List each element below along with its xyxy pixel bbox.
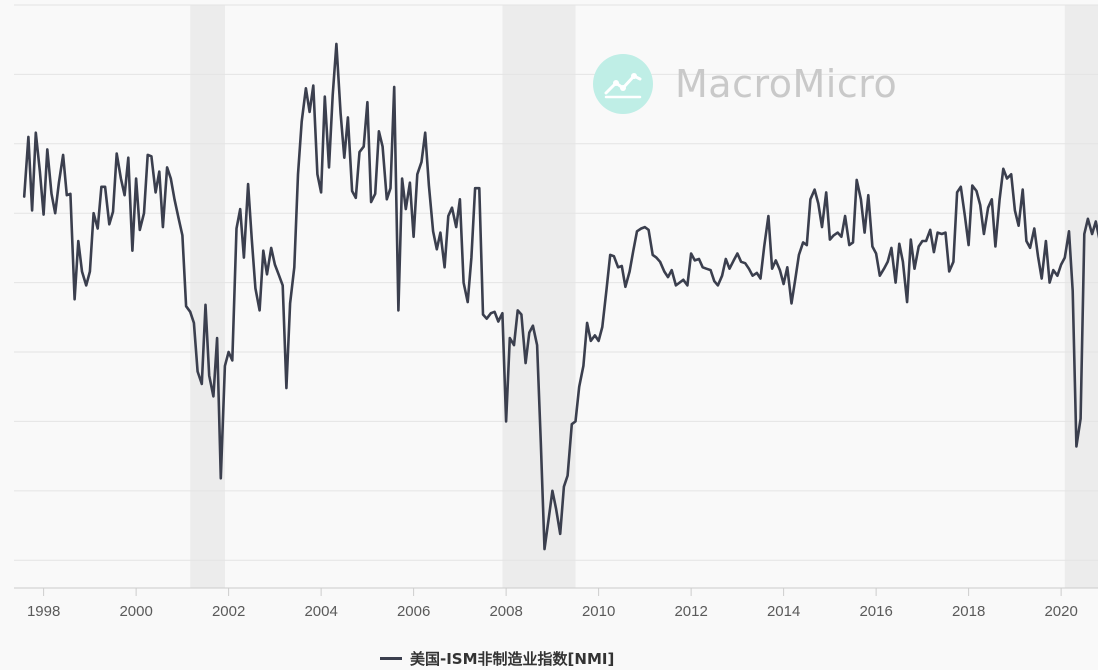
- recession-band: [190, 5, 225, 588]
- x-tick-label: 1998: [27, 603, 60, 620]
- x-tick-label: 2008: [489, 603, 522, 620]
- x-tick-label: 2002: [212, 603, 245, 620]
- x-tick-label: 2014: [767, 603, 800, 620]
- recession-band: [502, 5, 576, 588]
- x-tick-label: 2006: [397, 603, 430, 620]
- macromicro-watermark: MacroMicro: [593, 54, 897, 114]
- recession-band: [1064, 5, 1098, 588]
- legend-line-swatch: [380, 656, 402, 660]
- x-tick-label: 2012: [674, 603, 707, 620]
- x-axis: 1998 2000 2002 2004 2006 2008 2010 2012 2014 2016…: [14, 587, 1098, 620]
- legend-label: 美国-ISM非制造业指数[NMI]: [410, 649, 615, 668]
- x-tick-label: 2020: [1044, 603, 1077, 620]
- x-tick-label: 2018: [952, 603, 985, 620]
- x-tick-label: 2016: [859, 603, 892, 620]
- trend-chart-icon: [593, 54, 653, 114]
- gridlines: [14, 4, 1098, 561]
- x-tick-label: 2004: [304, 603, 337, 620]
- brand-name: MacroMicro: [675, 62, 898, 106]
- x-tick-label: 2000: [119, 603, 152, 620]
- series-layer: [22, 42, 1098, 551]
- chart-legend[interactable]: 美国-ISM非制造业指数[NMI]: [380, 647, 614, 669]
- series-line: [22, 42, 1098, 551]
- recession-shading-layer: [190, 5, 1098, 588]
- x-tick-label: 2010: [582, 603, 615, 620]
